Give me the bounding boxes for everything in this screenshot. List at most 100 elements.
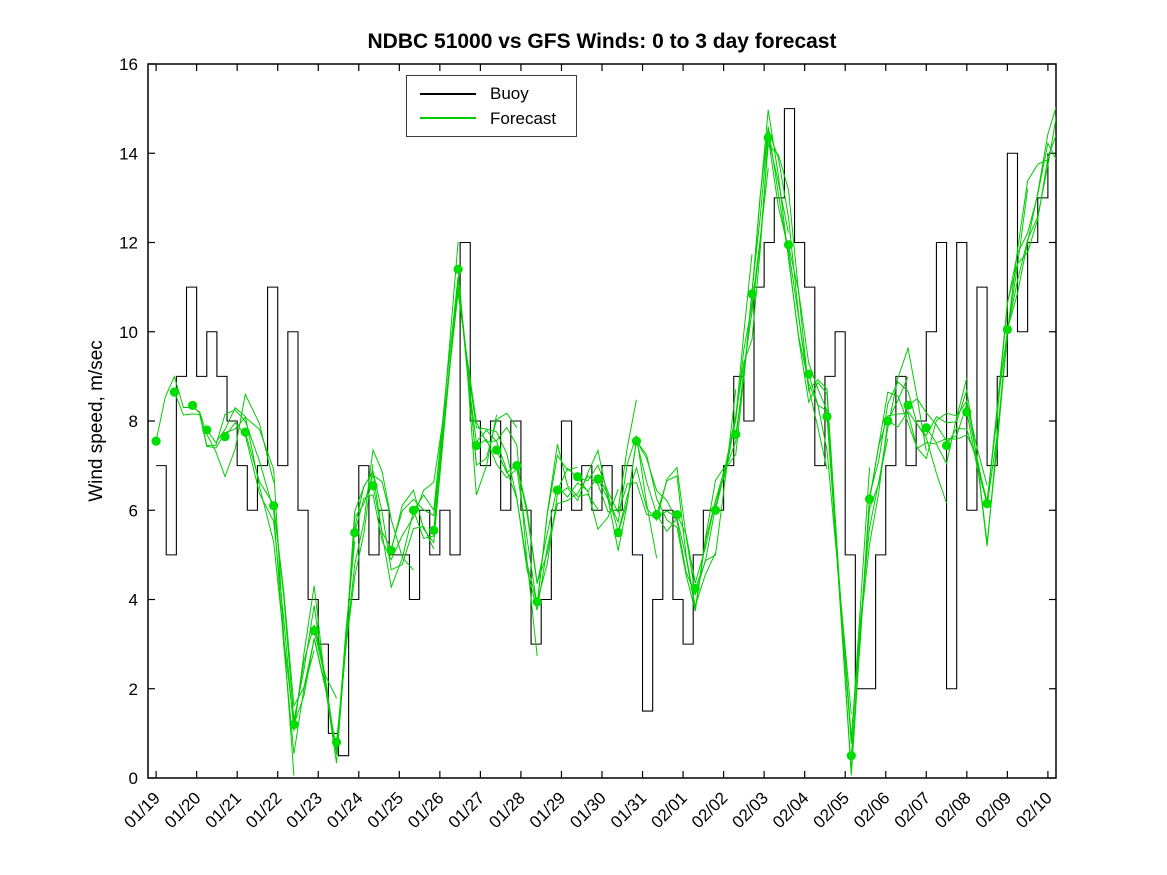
chart-title: NDBC 51000 vs GFS Winds: 0 to 3 day fore… (367, 30, 837, 53)
analysis-dot (763, 133, 773, 143)
plot-series-group (151, 105, 1056, 776)
x-tick-label: 01/26 (404, 788, 448, 832)
analysis-dot (532, 597, 542, 607)
y-tick-label: 2 (129, 680, 138, 699)
analysis-dot (169, 387, 179, 397)
analysis-dot (672, 510, 682, 520)
y-tick-label: 12 (119, 234, 138, 253)
analysis-dot (903, 400, 913, 410)
analysis-dot (453, 264, 463, 274)
forecast-line (986, 115, 1056, 504)
x-tick-label: 02/04 (769, 788, 813, 832)
y-tick-label: 4 (129, 591, 138, 610)
analysis-dot (220, 432, 230, 442)
forecast-line (808, 346, 927, 772)
analysis-dot (331, 737, 342, 747)
forecast-line (751, 126, 871, 744)
analysis-dot (269, 501, 279, 511)
buoy-line-sample (420, 92, 476, 95)
legend: Buoy Forecast (406, 75, 577, 137)
x-tick-label: 02/07 (891, 788, 935, 832)
x-tick-label: 01/25 (364, 788, 408, 832)
legend-item-buoy: Buoy (407, 85, 576, 102)
analysis-dot (408, 505, 419, 515)
analysis-dot (240, 427, 250, 437)
analysis-dot (731, 429, 741, 439)
x-tick-label: 02/03 (728, 788, 772, 832)
analysis-dot (187, 400, 198, 410)
y-tick-label: 16 (119, 55, 138, 74)
x-tick-label: 01/20 (161, 788, 205, 832)
analysis-dot (941, 440, 952, 451)
analysis-dot (982, 498, 992, 509)
forecast-line (354, 286, 477, 561)
x-tick-label: 01/22 (242, 788, 286, 832)
x-tick-label: 01/27 (445, 788, 489, 832)
forecast-line (413, 292, 538, 657)
analysis-dot (652, 510, 662, 520)
y-tick-label: 8 (129, 412, 138, 431)
analysis-dot (690, 583, 700, 593)
analysis-dot (783, 240, 794, 250)
analysis-dot (1002, 324, 1012, 335)
x-tick-label: 01/28 (485, 788, 529, 832)
x-tick-label: 01/19 (120, 788, 164, 832)
analysis-dot (471, 440, 481, 451)
analysis-dot (822, 411, 832, 422)
analysis-dot (350, 527, 360, 538)
analysis-dot (386, 545, 396, 556)
x-tick-label: 01/30 (566, 788, 610, 832)
x-tick-label: 02/01 (647, 788, 691, 832)
analysis-dot (804, 369, 814, 379)
forecast-line (869, 400, 988, 500)
analysis-dot (151, 436, 161, 446)
legend-item-forecast: Forecast (407, 110, 576, 127)
analysis-dot (631, 436, 642, 446)
y-tick-label: 10 (119, 323, 138, 342)
y-tick-label: 6 (129, 501, 138, 520)
x-tick-label: 01/21 (201, 788, 245, 832)
analysis-dot (613, 527, 623, 538)
analysis-dot (921, 423, 931, 433)
forecast-line (826, 381, 948, 776)
x-tick-label: 02/05 (810, 788, 854, 832)
analysis-dot (962, 407, 972, 417)
y-tick-label: 14 (119, 144, 138, 163)
analysis-dot (573, 472, 583, 482)
x-tick-label: 02/06 (850, 788, 894, 832)
legend-label-forecast: Forecast (490, 108, 557, 128)
x-tick-label: 02/10 (1012, 788, 1056, 832)
forecast-line (313, 469, 435, 755)
forecast-line (335, 241, 459, 743)
analysis-dot (202, 425, 212, 435)
forecast-line (516, 399, 637, 583)
forecast-line (192, 405, 315, 754)
analysis-dot (429, 525, 439, 535)
forecast-line-sample (420, 117, 476, 120)
x-tick-label: 01/23 (283, 788, 327, 832)
forecast-line (206, 406, 337, 726)
forecast-line (1006, 105, 1056, 330)
x-tick-label: 01/31 (607, 788, 651, 832)
legend-label-buoy: Buoy (490, 84, 529, 104)
analysis-dot (883, 416, 893, 426)
forecast-line (887, 336, 1008, 547)
analysis-dot (309, 626, 319, 636)
analysis-dot (368, 481, 378, 491)
analysis-dot (552, 485, 563, 495)
forecast-line (433, 276, 558, 611)
x-tick-label: 01/29 (526, 788, 570, 832)
analysis-dot (747, 289, 757, 299)
y-tick-label: 0 (129, 769, 138, 788)
x-tick-label: 02/09 (972, 788, 1016, 832)
x-tick-label: 02/02 (688, 788, 732, 832)
x-tick-label: 01/24 (323, 788, 367, 832)
analysis-dot (846, 751, 856, 761)
analysis-dot (289, 719, 299, 730)
analysis-dot (710, 505, 721, 515)
analysis-dot (492, 445, 502, 455)
analysis-dot (593, 474, 603, 484)
analysis-dot (512, 461, 522, 471)
